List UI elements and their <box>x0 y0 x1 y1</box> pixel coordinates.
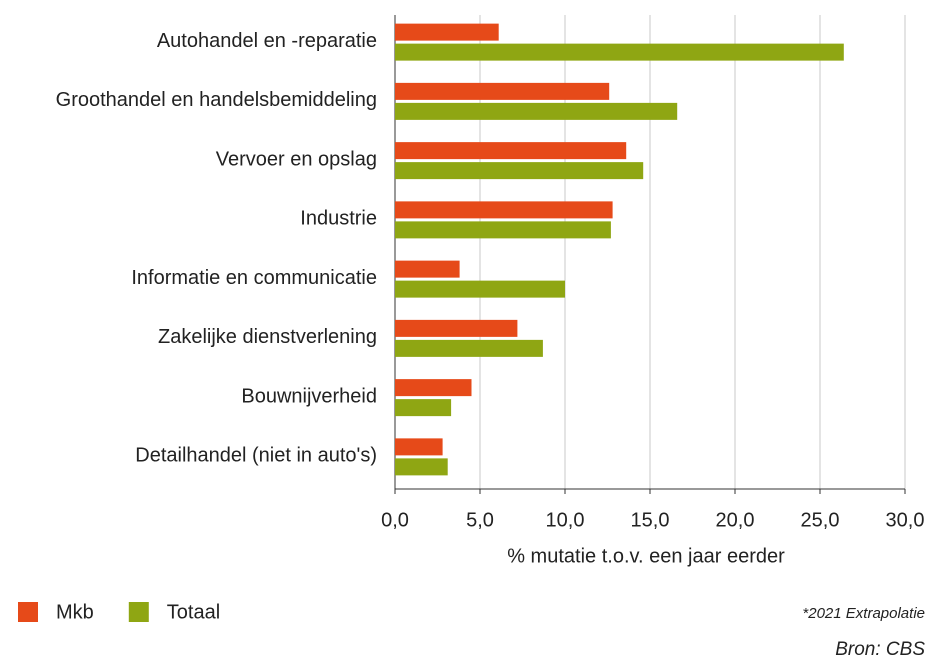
x-axis-label: % mutatie t.o.v. een jaar eerder <box>507 545 785 567</box>
y-tick-label: Vervoer en opslag <box>216 148 377 170</box>
x-tick-label: 20,0 <box>716 509 755 531</box>
x-tick-label: 10,0 <box>546 509 585 531</box>
y-tick-label: Industrie <box>300 208 377 230</box>
annotation: Bron: CBS <box>835 639 925 660</box>
bar <box>395 162 644 180</box>
bar <box>395 458 448 476</box>
x-tick-label: 25,0 <box>801 509 840 531</box>
x-tick-label: 5,0 <box>466 509 494 531</box>
x-tick-label: 30,0 <box>886 509 925 531</box>
bar <box>395 201 613 219</box>
y-tick-label: Autohandel en -reparatie <box>157 30 377 52</box>
y-tick-label: Zakelijke dienstverlening <box>158 326 377 348</box>
y-tick-label: Bouwnijverheid <box>241 385 377 407</box>
y-tick-label: Detailhandel (niet in auto's) <box>135 445 377 467</box>
x-tick-label: 0,0 <box>381 509 409 531</box>
bar <box>395 102 678 120</box>
bar <box>395 319 518 337</box>
bar <box>395 142 627 160</box>
legend-label: Totaal <box>167 601 220 623</box>
bar <box>395 260 460 278</box>
bar <box>395 82 610 100</box>
bar <box>395 379 472 397</box>
annotation: *2021 Extrapolatie <box>802 605 925 622</box>
bar <box>395 280 565 298</box>
bar <box>395 399 452 417</box>
bar <box>395 339 543 357</box>
legend-swatch <box>18 602 38 622</box>
x-tick-label: 15,0 <box>631 509 670 531</box>
bar <box>395 221 611 239</box>
bar <box>395 23 499 41</box>
legend-swatch <box>128 602 149 622</box>
bar <box>395 438 443 456</box>
bar <box>395 43 844 61</box>
y-tick-label: Groothandel en handelsbemiddeling <box>56 89 377 111</box>
y-tick-label: Informatie en communicatie <box>131 267 377 289</box>
legend-label: Mkb <box>56 601 94 623</box>
